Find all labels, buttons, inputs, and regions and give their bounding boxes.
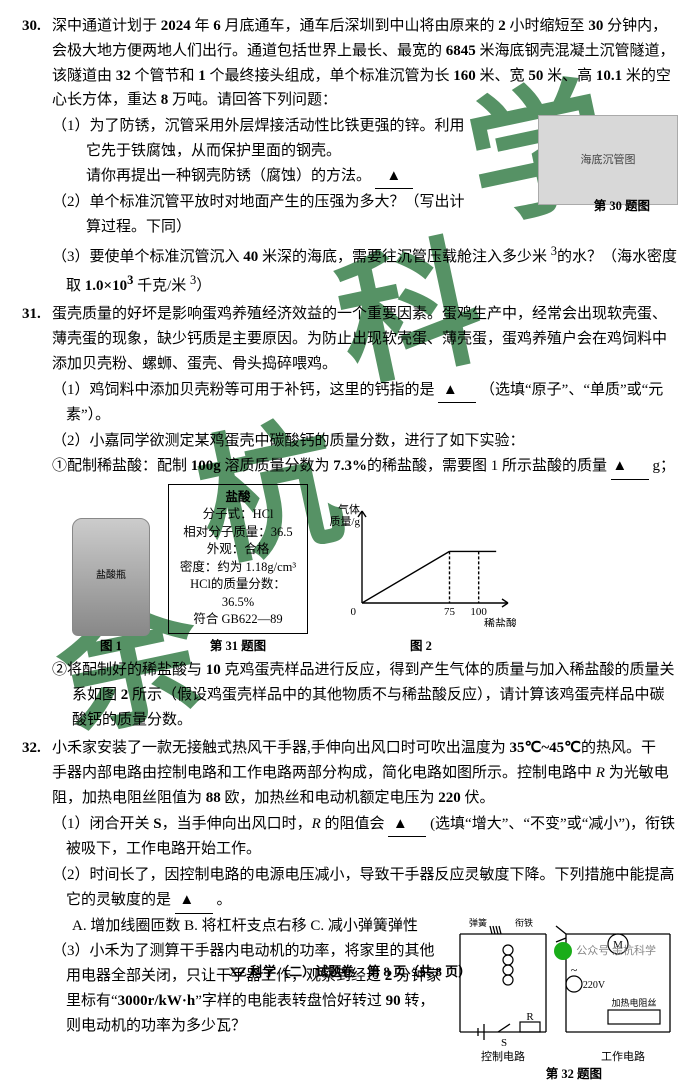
- q32-l2: 手器内部电路由控制电路和工作电路两部分构成，简化电路如图所示。控制电路中 R 为…: [52, 761, 678, 786]
- svg-text:100: 100: [470, 606, 487, 618]
- q32-l3: 阻，加热电阻丝阻值为 88 欧，加热丝和电动机额定电压为 220 伏。: [52, 786, 678, 811]
- svg-text:75: 75: [444, 606, 456, 618]
- page-footer: XZ 科学（二）试题卷 第 8 页（共 8 页）: [0, 961, 700, 982]
- q32-s2: （2）时间长了，因控制电路的电源电压减小，导致干手器反应灵敏度下降。下列措施中能…: [52, 863, 678, 914]
- svg-text:工作电路: 工作电路: [601, 1050, 645, 1063]
- fig-mid-caption: 第 31 题图: [168, 636, 308, 657]
- q31-number: 31.: [22, 302, 41, 327]
- q31-s2: （2）小嘉同学欲测定某鸡蛋壳中碳酸钙的质量分数，进行了如下实验：: [52, 429, 678, 454]
- fig2-caption: 图 2: [326, 636, 516, 657]
- hcl-label-box: 盐酸 分子式：HCl相对分子质量：36.5外观：合格密度：约为 1.18g/cm…: [168, 484, 308, 634]
- q31-s1: （1）鸡饲料中添加贝壳粉等可用于补钙，这里的钙指的是 ▲ （选填“原子”、“单质…: [52, 378, 678, 429]
- q30-caption: 第 30 题图: [594, 196, 650, 217]
- q32-number: 32.: [22, 736, 41, 761]
- svg-text:质量/g: 质量/g: [329, 515, 360, 528]
- fig1-caption: 图 1: [72, 636, 150, 657]
- q31-l2: 薄壳蛋的现象，缺少钙质是主要原因。为防止出现软壳蛋、薄壳蛋，蛋鸡养殖户会在鸡饲料…: [52, 327, 678, 352]
- svg-text:弹簧: 弹簧: [469, 917, 487, 928]
- q30-s2b: 算过程。下同）: [52, 215, 678, 240]
- q32-s1: （1）闭合开关 S，当手伸向出风口时，R 的阻值会 ▲ (选填“增大”、“不变”…: [52, 812, 678, 863]
- q31-s2b: ②将配制好的稀盐酸与 10 克鸡蛋壳样品进行反应，得到产生气体的质量与加入稀盐酸…: [52, 658, 678, 732]
- q30-line2: 会极大地方便两地人们出行。通道包括世界上最长、最宽的 6845 米海底钢壳混凝土…: [52, 39, 678, 64]
- q30-line4: 心长方体，重达 8 万吨。请回答下列问题：: [52, 88, 678, 113]
- q31-s2a: ①配制稀盐酸：配制 100g 溶质质量分数为 7.3%的稀盐酸，需要图 1 所示…: [52, 454, 678, 480]
- svg-text:0: 0: [351, 606, 357, 618]
- q31-l3: 添加贝壳粉、螺蛳、蛋壳、骨头捣碎喂鸡。: [52, 352, 678, 377]
- q30-number: 30.: [22, 14, 41, 39]
- q30-s3: （3）要使单个标准沉管沉入 40 米深的海底，需要往沉管压载舱注入多少米 3的水…: [52, 241, 678, 299]
- q31-l1: 蛋壳质量的好坏是影响蛋鸡养殖经济效益的一个重要因素。蛋鸡生产中，经常会出现软壳蛋…: [52, 302, 678, 327]
- q32-circuit: SR衔铁弹簧控制电路~220VM加热电阻丝工作电路: [448, 914, 678, 1064]
- svg-text:衔铁: 衔铁: [515, 917, 533, 928]
- q31-figure-row: 盐酸瓶 图 1 盐酸 分子式：HCl相对分子质量：36.5外观：合格密度：约为 …: [72, 484, 678, 657]
- q32-l1: 小禾家安装了一款无接触式热风干手器,手伸向出风口时可吹出温度为 35℃~45℃的…: [52, 736, 678, 761]
- q31-chart: 0 75 100稀盐酸的质量/g 气体质量/g: [326, 499, 516, 627]
- wechat-logo: 公众号 余杭科学: [554, 942, 656, 960]
- svg-text:控制电路: 控制电路: [481, 1049, 525, 1063]
- q30-image: 海底沉管图: [538, 115, 678, 205]
- q30-line3: 该隧道由 32 个管节和 1 个最终接头组成，单个标准沉管为长 160 米、宽 …: [52, 64, 678, 89]
- svg-text:加热电阻丝: 加热电阻丝: [611, 997, 656, 1008]
- svg-text:稀盐酸的质量/g: 稀盐酸的质量/g: [484, 616, 516, 627]
- question-30: 30. 深中通道计划于 2024 年 6 月底通车，通车后深圳到中山将由原来的 …: [22, 14, 678, 298]
- question-31: 31. 蛋壳质量的好坏是影响蛋鸡养殖经济效益的一个重要因素。蛋鸡生产中，经常会出…: [22, 302, 678, 732]
- svg-text:S: S: [501, 1037, 507, 1049]
- svg-text:R: R: [526, 1011, 534, 1023]
- bottle-image: 盐酸瓶: [72, 518, 150, 636]
- question-32: 32. 小禾家安装了一款无接触式热风干手器,手伸向出风口时可吹出温度为 35℃~…: [22, 736, 678, 1084]
- svg-text:气体: 气体: [338, 502, 360, 516]
- q30-line1: 深中通道计划于 2024 年 6 月底通车，通车后深圳到中山将由原来的 2 小时…: [52, 14, 678, 39]
- q32-caption: 第 32 题图: [52, 1064, 678, 1084]
